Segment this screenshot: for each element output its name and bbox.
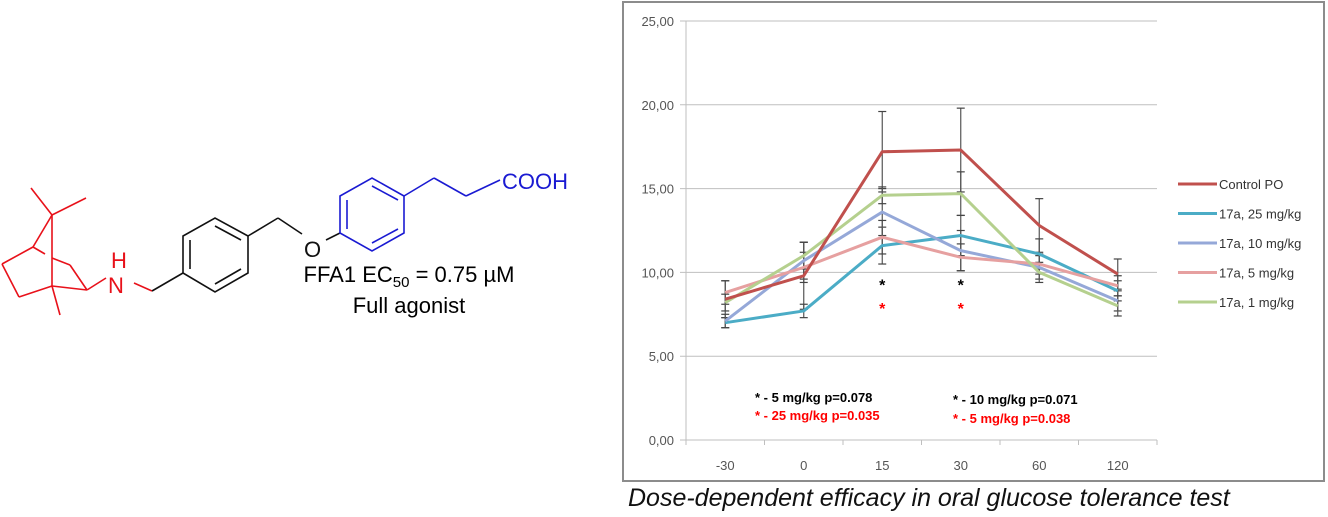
significance-asterisk: * (958, 301, 965, 318)
atom-o: O (304, 237, 321, 262)
chart-frame: 0,00 5,00 10,00 15,00 20,00 25,00 -30 0 15 30 60 12… (622, 1, 1325, 482)
axes: 0,00 5,00 10,00 15,00 20,00 25,00 -30 0 15 30 60 12… (641, 14, 1158, 473)
ec50-prefix: FFA1 EC (303, 262, 393, 287)
atom-n: N (108, 273, 124, 298)
benzyl-linker (151, 217, 341, 293)
atom-h: H (111, 248, 127, 273)
p-value-annotations: * - 5 mg/kg p=0.078 * - 25 mg/kg p=0.035 *… (755, 390, 1078, 426)
y-tick-label: 10,00 (641, 265, 674, 280)
ec50-label: FFA1 EC50 = 0.75 µM (278, 262, 540, 291)
y-tick-label: 5,00 (649, 349, 674, 364)
significance-asterisk: * (879, 277, 886, 294)
y-tick-label: 15,00 (641, 182, 674, 197)
p-value-note: * - 10 mg/kg p=0.071 (953, 392, 1078, 407)
figure-caption: Dose-dependent efficacy in oral glucose … (628, 484, 1230, 512)
ec50-value: = 0.75 µM (409, 262, 515, 287)
series-line-control-po (724, 148, 1119, 301)
series-lines (724, 148, 1119, 325)
y-tick-label: 25,00 (641, 14, 674, 29)
significance-asterisk: * (879, 301, 886, 318)
chemical-structure: H N O COOH (1, 169, 568, 316)
error-bars (721, 107, 1122, 329)
p-value-note: * - 5 mg/kg p=0.078 (755, 390, 872, 405)
x-tick-label: 0 (800, 458, 807, 473)
legend-label: 17a, 10 mg/kg (1219, 236, 1301, 251)
ec50-subscript: 50 (392, 274, 410, 291)
p-value-note: * - 5 mg/kg p=0.038 (953, 411, 1070, 426)
x-tick-label: 15 (875, 458, 889, 473)
legend: Control PO 17a, 25 mg/kg 17a, 10 mg/kg 17a,… (1178, 177, 1301, 310)
x-tick-label: -30 (716, 458, 735, 473)
activity-label: Full agonist (352, 293, 466, 318)
legend-label: 17a, 1 mg/kg (1219, 295, 1294, 310)
phenylpropanoic-acid-fragment (339, 177, 501, 252)
series-line-17a-1-mg-kg (724, 192, 1119, 308)
y-tick-label: 0,00 (649, 433, 674, 448)
camphor-amine-fragment (1, 187, 153, 316)
legend-label: Control PO (1219, 177, 1283, 192)
y-tick-label: 20,00 (641, 98, 674, 113)
significance-markers: * * * * (879, 277, 965, 317)
significance-asterisk: * (958, 277, 965, 294)
series-line-17a-5-mg-kg (724, 235, 1119, 294)
line-chart: 0,00 5,00 10,00 15,00 20,00 25,00 -30 0 15 30 60 12… (641, 14, 1301, 473)
p-value-note: * - 25 mg/kg p=0.035 (755, 408, 880, 423)
x-tick-label: 30 (954, 458, 968, 473)
series-line-17a-25-mg-kg (725, 234, 1119, 325)
acid-group: COOH (502, 169, 568, 194)
legend-label: 17a, 25 mg/kg (1219, 207, 1301, 222)
legend-label: 17a, 5 mg/kg (1219, 266, 1294, 281)
x-tick-label: 60 (1032, 458, 1046, 473)
x-tick-label: 120 (1107, 458, 1129, 473)
